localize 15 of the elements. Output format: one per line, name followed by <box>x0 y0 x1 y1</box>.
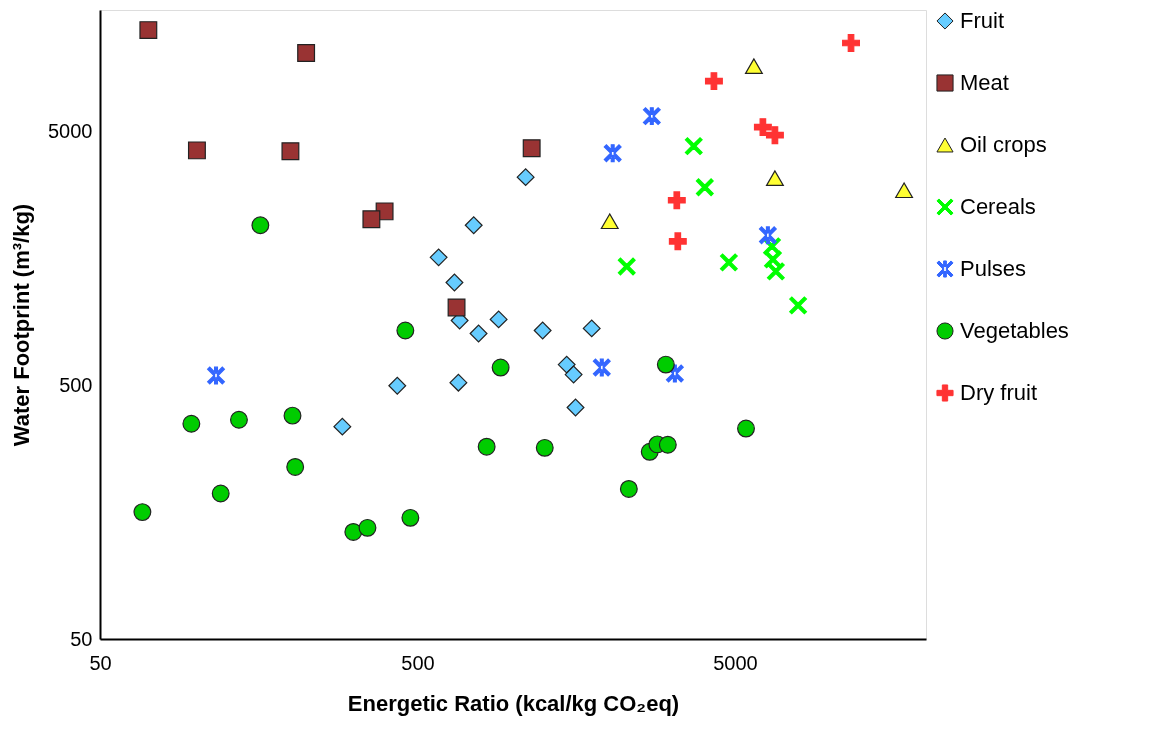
y-axis-title: Water Footprint (m³/kg) <box>9 203 35 447</box>
legend-label: Cereals <box>960 194 1036 219</box>
y-tick-label: 5000 <box>48 119 93 142</box>
x-tick-label: 50 <box>89 651 112 674</box>
legend-label: Meat <box>960 70 1009 95</box>
legend-label: Dry fruit <box>960 380 1037 405</box>
x-tick-label: 5000 <box>713 651 758 674</box>
x-axis-title: Energetic Ratio (kcal/kg CO₂eq) <box>347 690 680 716</box>
legend-label: Vegetables <box>960 318 1069 343</box>
y-tick-label: 50 <box>70 627 93 650</box>
legend-label: Oil crops <box>960 132 1047 157</box>
legend-label: Fruit <box>960 8 1004 33</box>
legend-label: Pulses <box>960 256 1027 281</box>
x-tick-label: 500 <box>401 651 435 674</box>
y-tick-label: 500 <box>59 373 93 396</box>
